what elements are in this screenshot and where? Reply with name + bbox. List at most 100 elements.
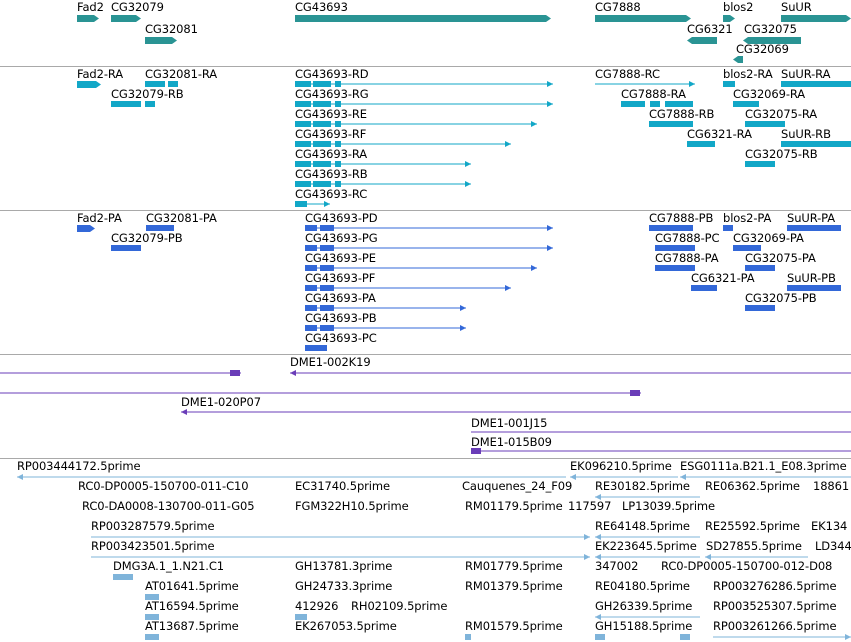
gene-label[interactable]: CG32075 (744, 22, 797, 36)
transcript-exon[interactable] (313, 141, 331, 147)
protein-exon[interactable] (320, 265, 334, 271)
protein-exon[interactable] (305, 225, 317, 231)
clone-end[interactable] (230, 370, 240, 376)
transcript-label[interactable]: CG32075-RB (745, 147, 818, 161)
transcript-exon[interactable] (313, 121, 331, 127)
est-block[interactable] (145, 634, 159, 640)
est-block[interactable] (145, 614, 159, 620)
protein-label[interactable]: CG7888-PB (649, 211, 714, 225)
est-line-head[interactable] (584, 554, 590, 560)
protein-exon[interactable] (649, 225, 693, 231)
est-line-head[interactable] (705, 554, 711, 560)
clone-label[interactable]: DME1-002K19 (290, 355, 371, 369)
transcript-label[interactable]: CG43693-RB (295, 167, 368, 181)
protein-exon[interactable] (320, 305, 334, 311)
transcript-glyph[interactable] (77, 81, 101, 88)
est-label[interactable]: AT16594.5prime (145, 599, 239, 613)
transcript-exon[interactable] (335, 81, 341, 87)
transcript-exon[interactable] (650, 101, 660, 107)
transcript-label[interactable]: SuUR-RA (781, 67, 831, 81)
gene-label[interactable]: CG43693 (295, 0, 348, 14)
clone-line-head[interactable] (290, 370, 296, 376)
transcript-exon[interactable] (665, 101, 693, 107)
transcript-exon[interactable] (313, 81, 331, 87)
transcript-exon[interactable] (295, 121, 311, 127)
transcript-label[interactable]: CG6321-RA (687, 127, 752, 141)
protein-exon[interactable] (745, 265, 775, 271)
gene-glyph[interactable] (743, 37, 801, 44)
est-label[interactable]: RE06362.5prime (705, 479, 800, 493)
transcript-line-head[interactable] (465, 181, 471, 187)
est-line-head[interactable] (584, 534, 590, 540)
transcript-label[interactable]: SuUR-RB (781, 127, 831, 141)
est-label[interactable]: 347002 (595, 559, 639, 573)
transcript-exon[interactable] (145, 101, 155, 107)
protein-label[interactable]: CG43693-PC (305, 331, 377, 345)
protein-label[interactable]: CG32069-PA (733, 231, 804, 245)
transcript-label[interactable]: CG43693-RD (295, 67, 369, 81)
protein-line-head[interactable] (460, 305, 466, 311)
est-line-head[interactable] (595, 614, 601, 620)
est-label[interactable]: 117597 (568, 499, 612, 513)
protein-label[interactable]: CG43693-PF (305, 271, 376, 285)
est-label[interactable]: 412926 (295, 599, 339, 613)
gene-label[interactable]: CG6321 (687, 22, 733, 36)
est-label[interactable]: FGM322H10.5prime (295, 499, 409, 513)
transcript-exon[interactable] (295, 81, 311, 87)
protein-label[interactable]: SuUR-PB (787, 271, 836, 285)
clone-line-head[interactable] (181, 409, 187, 415)
protein-label[interactable]: CG43693-PG (305, 231, 378, 245)
protein-exon[interactable] (320, 245, 334, 251)
transcript-line-head[interactable] (465, 161, 471, 167)
est-label[interactable]: RM01179.5prime (465, 499, 563, 513)
protein-exon[interactable] (655, 265, 695, 271)
est-label[interactable]: RE04180.5prime (595, 579, 690, 593)
protein-label[interactable]: CG32075-PB (745, 291, 817, 305)
protein-line-head[interactable] (505, 285, 511, 291)
gene-label[interactable]: CG32069 (736, 42, 789, 56)
transcript-label[interactable]: CG7888-RA (621, 87, 686, 101)
transcript-label[interactable]: blos2-RA (723, 67, 773, 81)
protein-label[interactable]: CG43693-PE (305, 251, 376, 265)
transcript-label[interactable]: CG43693-RC (295, 187, 368, 201)
transcript-exon[interactable] (313, 181, 331, 187)
est-label[interactable]: GH26339.5prime (595, 599, 693, 613)
protein-exon[interactable] (305, 265, 317, 271)
est-label[interactable]: ESG0111a.B21.1_E08.3prime (680, 459, 847, 473)
transcript-exon[interactable] (313, 101, 331, 107)
est-line-head[interactable] (17, 474, 23, 480)
transcript-exon[interactable] (295, 181, 311, 187)
transcript-exon[interactable] (145, 81, 165, 87)
transcript-exon[interactable] (335, 101, 341, 107)
est-label[interactable]: RC0-DP0005-150700-012-D08 (661, 559, 833, 573)
gene-glyph[interactable] (77, 15, 99, 22)
est-label[interactable]: EK096210.5prime (570, 459, 672, 473)
protein-label[interactable]: CG32081-PA (146, 211, 217, 225)
transcript-label[interactable]: CG43693-RA (295, 147, 368, 161)
transcript-label[interactable]: CG7888-RB (649, 107, 715, 121)
protein-exon[interactable] (320, 285, 334, 291)
gene-glyph[interactable] (723, 15, 735, 22)
protein-label[interactable]: CG43693-PB (305, 311, 377, 325)
protein-exon[interactable] (733, 245, 761, 251)
transcript-exon[interactable] (335, 181, 341, 187)
est-label[interactable]: DMG3A.1_1.N21.C1 (113, 559, 225, 573)
protein-line-head[interactable] (460, 325, 466, 331)
est-label[interactable]: RM01779.5prime (465, 559, 563, 573)
est-label[interactable]: RE64148.5prime (595, 519, 690, 533)
protein-exon[interactable] (305, 285, 317, 291)
protein-label[interactable]: Fad2-PA (77, 211, 122, 225)
transcript-exon[interactable] (335, 161, 341, 167)
transcript-label[interactable]: CG43693-RG (295, 87, 369, 101)
est-block[interactable] (595, 634, 605, 640)
transcript-exon[interactable] (745, 121, 785, 127)
transcript-exon[interactable] (621, 101, 645, 107)
gene-glyph[interactable] (295, 15, 551, 22)
transcript-label[interactable]: CG32081-RA (145, 67, 218, 81)
transcript-line-head[interactable] (505, 141, 511, 147)
est-line-head[interactable] (680, 474, 686, 480)
est-block[interactable] (295, 614, 307, 620)
protein-line-head[interactable] (531, 265, 537, 271)
protein-exon[interactable] (723, 225, 733, 231)
protein-label[interactable]: CG32075-PA (745, 251, 816, 265)
